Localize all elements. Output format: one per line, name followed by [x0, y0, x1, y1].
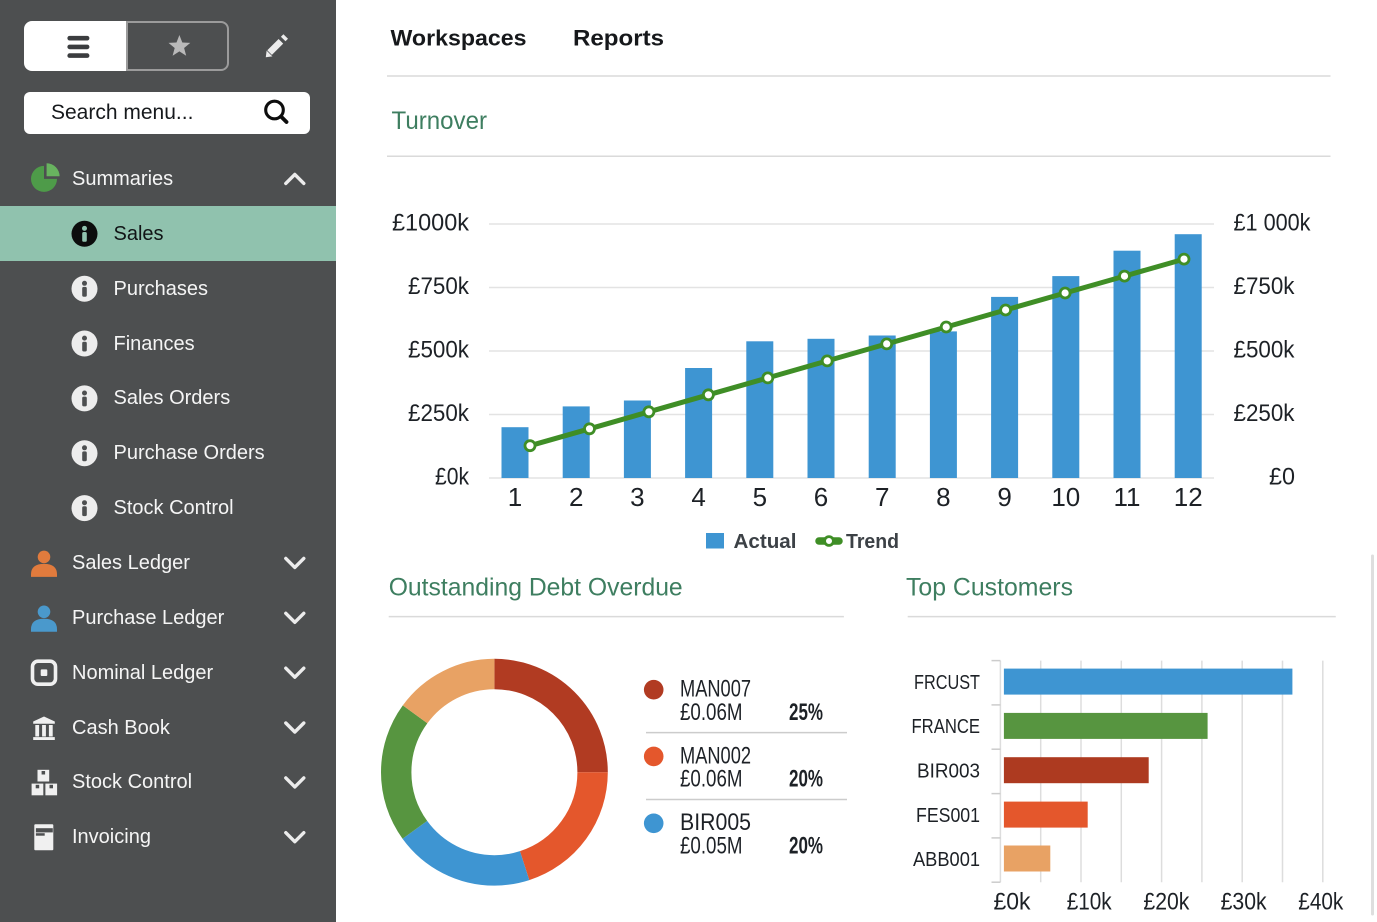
svg-text:1: 1: [508, 482, 522, 512]
svg-text:£20k: £20k: [1143, 889, 1190, 916]
svg-text:6: 6: [814, 482, 828, 512]
svg-text:8: 8: [936, 482, 950, 512]
svg-text:£1000k: £1000k: [392, 210, 470, 237]
svg-text:Trend: Trend: [846, 531, 899, 553]
svg-text:£250k: £250k: [1234, 400, 1296, 427]
svg-text:£0.05M: £0.05M: [680, 833, 743, 860]
svg-text:Turnover: Turnover: [392, 107, 488, 135]
svg-text:25%: 25%: [789, 699, 823, 726]
svg-text:Workspaces: Workspaces: [391, 26, 527, 51]
svg-text:£0.06M: £0.06M: [680, 766, 743, 793]
svg-text:Top Customers: Top Customers: [906, 574, 1073, 602]
svg-text:Reports: Reports: [573, 26, 664, 51]
svg-text:FRCUST: FRCUST: [914, 672, 980, 694]
svg-text:BIR003: BIR003: [917, 761, 980, 783]
svg-text:FRANCE: FRANCE: [912, 716, 981, 738]
svg-text:ABB001: ABB001: [913, 849, 980, 871]
svg-text:20%: 20%: [789, 833, 823, 860]
svg-text:11: 11: [1114, 482, 1141, 512]
svg-text:BIR005: BIR005: [680, 809, 751, 836]
svg-text:£0k: £0k: [435, 464, 470, 491]
svg-text:7: 7: [875, 482, 889, 512]
svg-text:£0: £0: [1269, 464, 1295, 491]
svg-text:5: 5: [753, 482, 767, 512]
svg-text:£10k: £10k: [1067, 889, 1113, 916]
svg-text:2: 2: [569, 482, 583, 512]
svg-text:£30k: £30k: [1221, 889, 1268, 916]
svg-text:£1 000k: £1 000k: [1234, 210, 1312, 237]
svg-text:£750k: £750k: [1234, 273, 1296, 300]
svg-text:MAN007: MAN007: [680, 676, 751, 703]
svg-text:£750k: £750k: [408, 273, 470, 300]
svg-text:4: 4: [691, 482, 705, 512]
svg-text:£250k: £250k: [408, 400, 470, 427]
svg-text:3: 3: [630, 482, 644, 512]
svg-text:12: 12: [1174, 482, 1203, 512]
svg-text:20%: 20%: [789, 766, 823, 793]
svg-text:MAN002: MAN002: [680, 742, 751, 769]
svg-text:9: 9: [997, 482, 1011, 512]
svg-text:Actual: Actual: [734, 531, 797, 553]
svg-text:Outstanding Debt Overdue: Outstanding Debt Overdue: [389, 574, 683, 602]
svg-text:£500k: £500k: [1234, 337, 1296, 364]
svg-text:£0k: £0k: [994, 889, 1032, 916]
svg-text:£40k: £40k: [1298, 889, 1344, 916]
svg-text:£500k: £500k: [408, 337, 470, 364]
svg-text:10: 10: [1051, 482, 1080, 512]
svg-text:FES001: FES001: [916, 805, 980, 827]
svg-text:£0.06M: £0.06M: [680, 699, 743, 726]
